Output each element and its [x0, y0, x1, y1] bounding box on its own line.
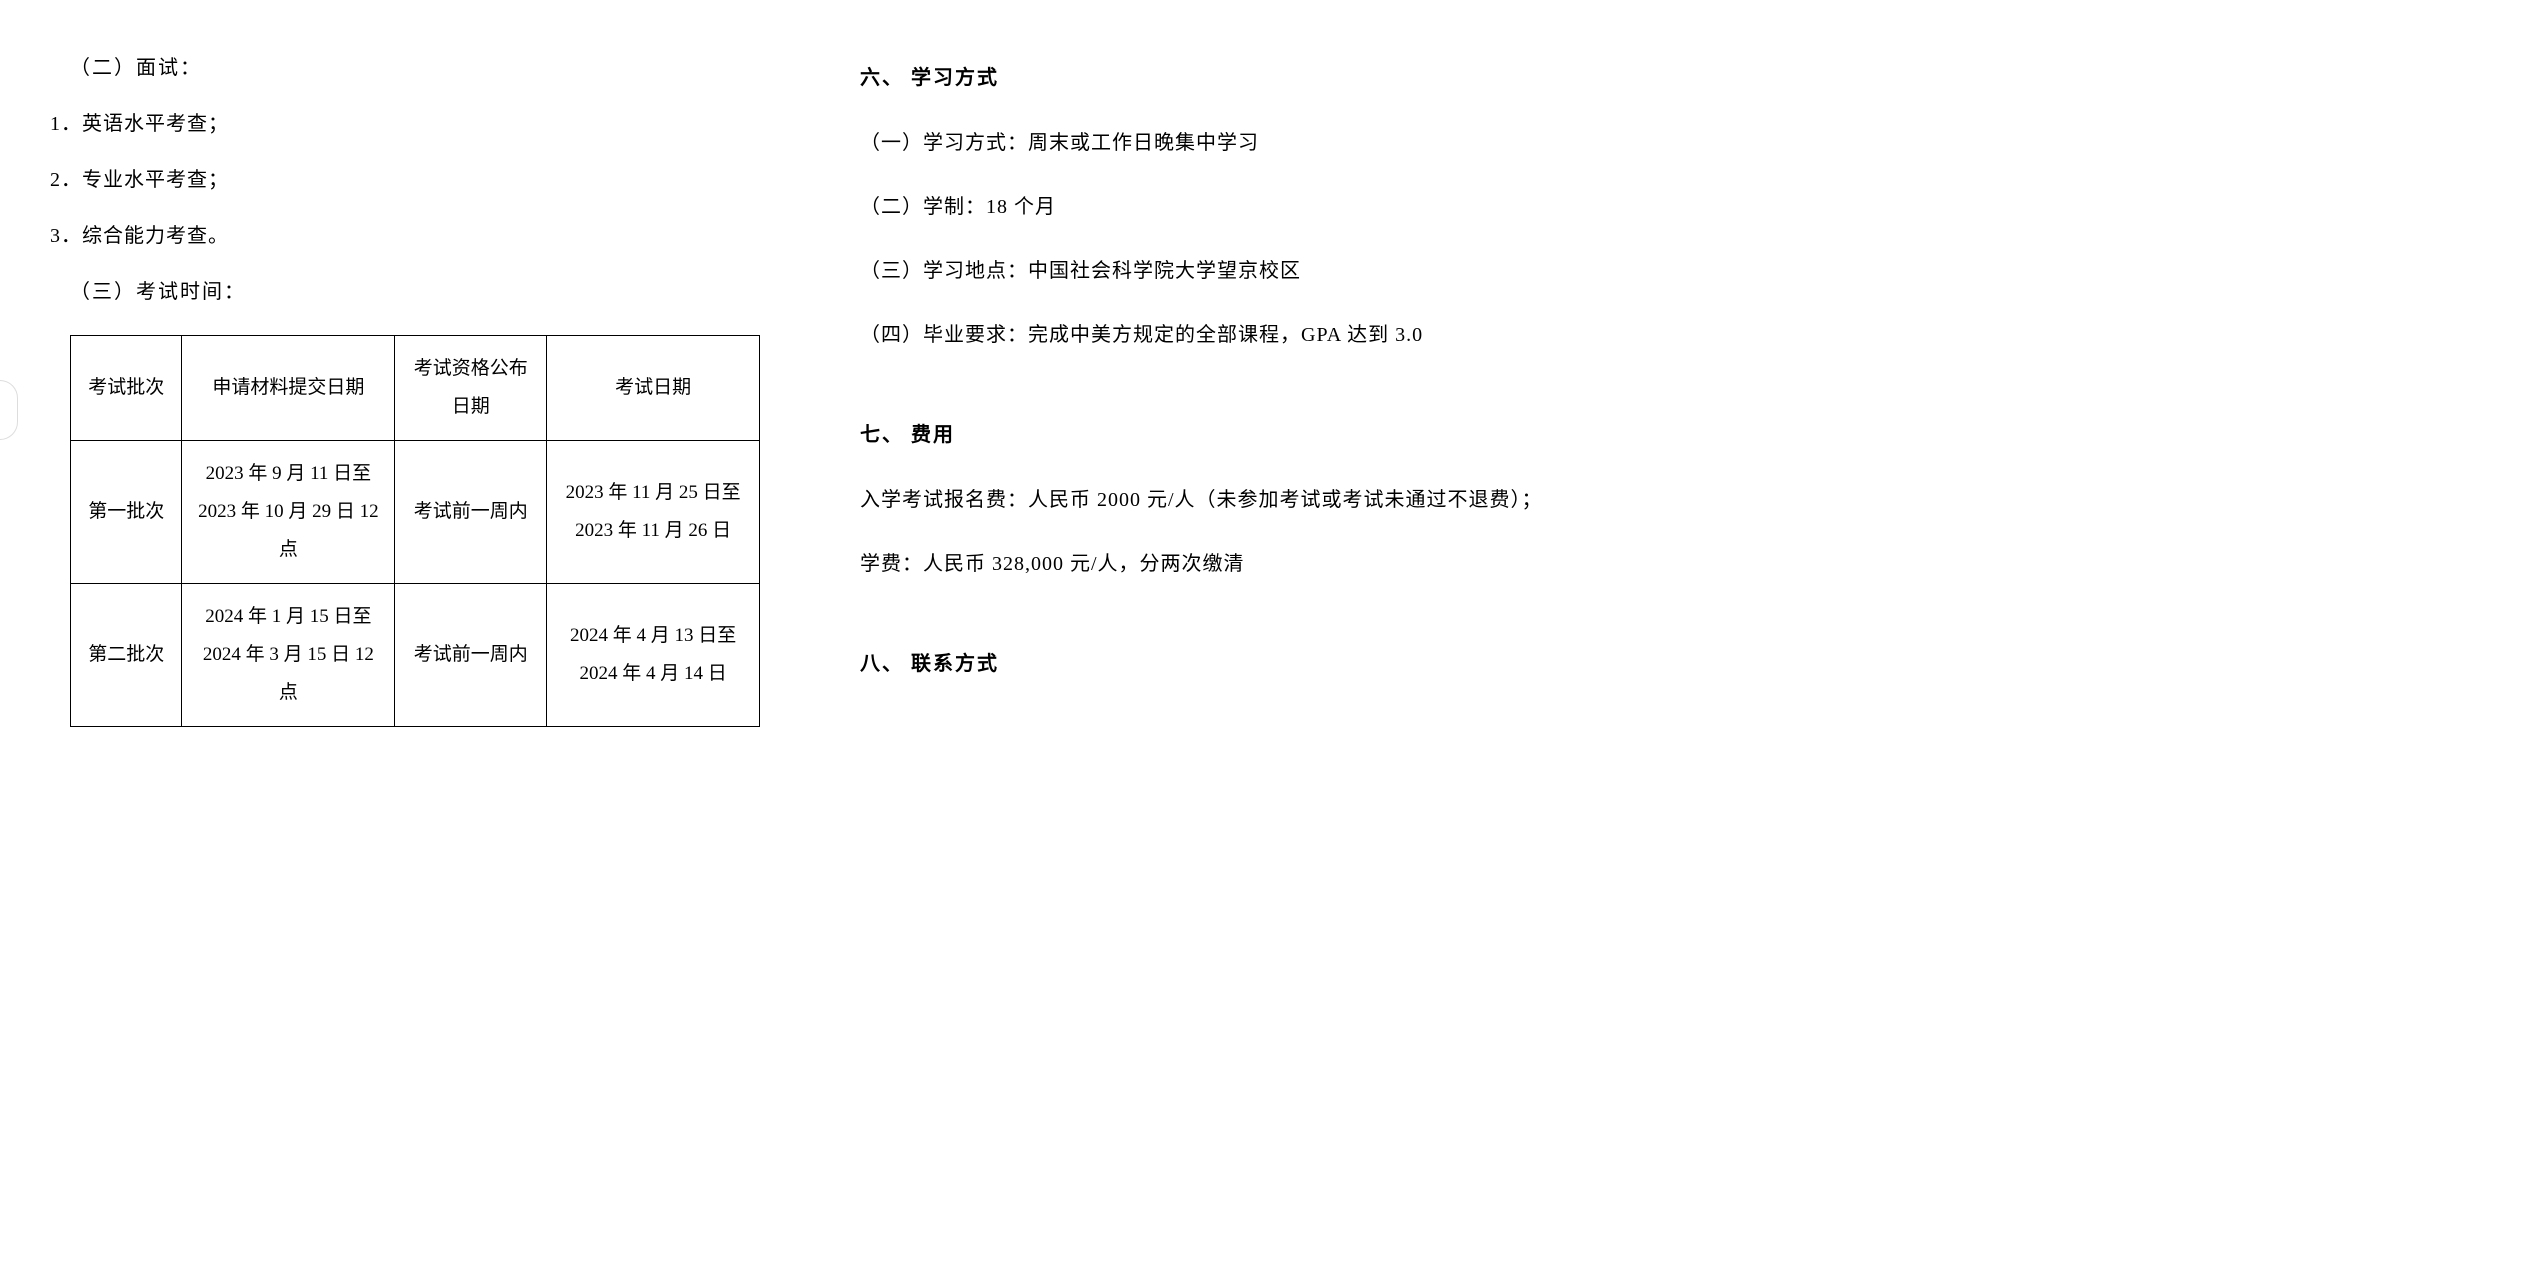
- cell-batch: 第二批次: [71, 584, 182, 727]
- table-row: 第一批次 2023 年 9 月 11 日至 2023 年 10 月 29 日 1…: [71, 441, 760, 584]
- subsection-exam-time: （三）考试时间：: [70, 274, 760, 310]
- th-exam-date: 考试日期: [547, 336, 760, 441]
- section-7-line-2: 学费：人民币 328,000 元/人，分两次缴清: [860, 542, 2491, 586]
- th-submit: 申请材料提交日期: [182, 336, 395, 441]
- cell-exam: 2023 年 11 月 25 日至 2023 年 11 月 26 日: [547, 441, 760, 584]
- cell-exam: 2024 年 4 月 13 日至 2024 年 4 月 14 日: [547, 584, 760, 727]
- interview-item-3: 3．综合能力考查。: [50, 218, 760, 254]
- section-7-heading: 七、 费用: [860, 417, 2491, 453]
- section-6-line-3: （三）学习地点：中国社会科学院大学望京校区: [860, 249, 2491, 293]
- section-6-line-2: （二）学制：18 个月: [860, 185, 2491, 229]
- section-8-heading: 八、 联系方式: [860, 646, 2491, 682]
- cell-qual: 考试前一周内: [395, 441, 547, 584]
- cell-submit: 2024 年 1 月 15 日至 2024 年 3 月 15 日 12 点: [182, 584, 395, 727]
- exam-schedule-table: 考试批次 申请材料提交日期 考试资格公布日期 考试日期 第一批次 2023 年 …: [70, 335, 760, 727]
- document-container: （二）面试： 1．英语水平考查； 2．专业水平考查； 3．综合能力考查。 （三）…: [40, 30, 2491, 727]
- interview-item-1: 1．英语水平考查；: [50, 106, 760, 142]
- cell-submit: 2023 年 9 月 11 日至 2023 年 10 月 29 日 12 点: [182, 441, 395, 584]
- table-row: 第二批次 2024 年 1 月 15 日至 2024 年 3 月 15 日 12…: [71, 584, 760, 727]
- section-7-line-1: 入学考试报名费：人民币 2000 元/人（未参加考试或考试未通过不退费）；: [860, 478, 2491, 522]
- cell-qual: 考试前一周内: [395, 584, 547, 727]
- th-qualification: 考试资格公布日期: [395, 336, 547, 441]
- th-batch: 考试批次: [71, 336, 182, 441]
- left-column: （二）面试： 1．英语水平考查； 2．专业水平考查； 3．综合能力考查。 （三）…: [40, 30, 760, 727]
- section-6-line-4: （四）毕业要求：完成中美方规定的全部课程，GPA 达到 3.0: [860, 313, 2491, 357]
- interview-item-2: 2．专业水平考查；: [50, 162, 760, 198]
- right-column: 六、 学习方式 （一）学习方式：周末或工作日晚集中学习 （二）学制：18 个月 …: [840, 30, 2491, 727]
- section-6-heading: 六、 学习方式: [860, 60, 2491, 96]
- table-header-row: 考试批次 申请材料提交日期 考试资格公布日期 考试日期: [71, 336, 760, 441]
- side-tab-handle[interactable]: [0, 380, 18, 440]
- cell-batch: 第一批次: [71, 441, 182, 584]
- section-6-line-1: （一）学习方式：周末或工作日晚集中学习: [860, 121, 2491, 165]
- subsection-interview: （二）面试：: [70, 50, 760, 86]
